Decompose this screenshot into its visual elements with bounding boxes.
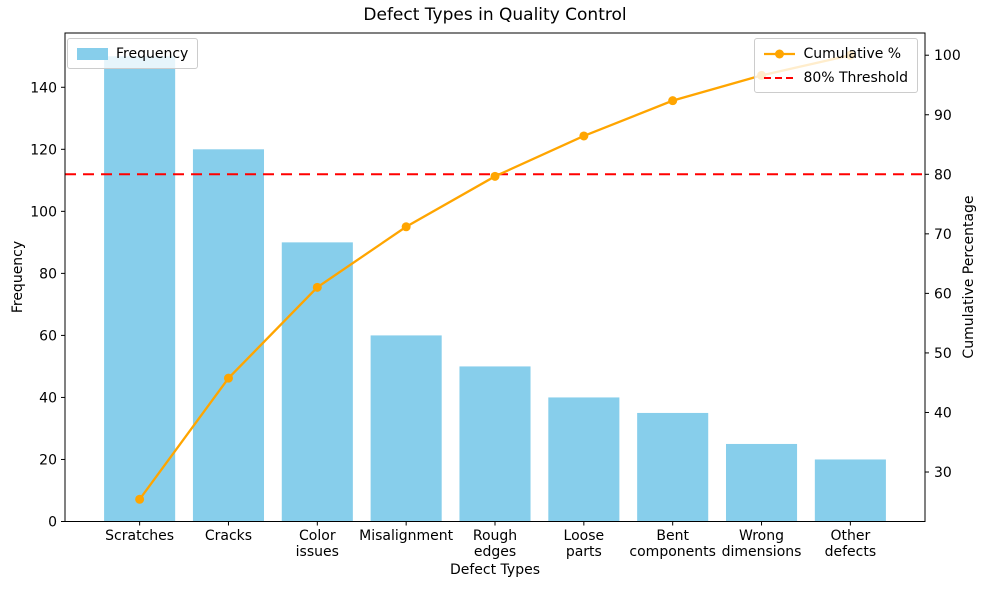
x-axis-tick-label-scratches: Scratches <box>105 528 174 544</box>
x-axis-tick-label-loose-parts: Loose parts <box>564 528 605 560</box>
left-axis-tick-label: 120 <box>30 142 57 158</box>
x-axis-tick-label-wrong-dimensions: Wrong dimensions <box>722 528 802 560</box>
bar-scratches <box>104 56 176 522</box>
x-axis-tick-label-bent-components: Bent components <box>629 528 716 560</box>
right-axis-tick-label: 100 <box>934 48 961 64</box>
left-axis-tick-label: 40 <box>39 390 57 406</box>
bar-rough-edges <box>459 366 531 522</box>
cumulative-point-loose-parts <box>579 131 589 141</box>
x-axis-label: Defect Types <box>449 562 541 578</box>
bar-loose-parts <box>548 397 620 522</box>
x-axis-tick-label-other-defects: Other defects <box>825 528 877 560</box>
chart-title: Defect Types in Quality Control <box>363 5 627 25</box>
bar-cracks <box>192 149 265 522</box>
left-axis-tick-label: 140 <box>30 80 57 96</box>
legend-label-frequency: Frequency <box>116 45 189 62</box>
bar-wrong-dimensions <box>725 443 798 522</box>
bar-other-defects <box>814 459 886 522</box>
cumulative-line-swatch-icon <box>764 49 796 58</box>
left-y-axis-label: Frequency <box>10 240 26 314</box>
x-axis-tick-label-cracks: Cracks <box>205 528 252 544</box>
x-axis-tick-label-misalignment: Misalignment <box>359 528 454 544</box>
legend-cumulative: Cumulative % 80% Threshold <box>754 38 918 93</box>
right-axis-tick-label: 40 <box>934 405 952 421</box>
right-axis-tick-label: 90 <box>934 108 952 124</box>
legend-item-frequency: Frequency <box>77 43 188 64</box>
legend-label-threshold: 80% Threshold <box>803 69 908 86</box>
legend-item-threshold: 80% Threshold <box>764 67 908 88</box>
right-y-axis-label: Cumulative Percentage <box>961 195 977 359</box>
legend-frequency: Frequency <box>67 38 199 69</box>
legend-item-cumulative-pct: Cumulative % <box>764 43 908 64</box>
right-axis-tick-label: 80 <box>934 167 952 183</box>
bar-bent-components <box>637 412 709 522</box>
x-axis-tick-label-rough-edges: Rough edges <box>473 528 517 560</box>
left-axis-tick-label: 20 <box>39 452 57 468</box>
x-axis-tick-label-color-issues: Color issues <box>296 528 339 560</box>
bar-misalignment <box>370 335 442 522</box>
cumulative-point-cracks <box>223 373 233 383</box>
left-axis-tick-label: 0 <box>48 515 57 531</box>
left-axis-tick-label: 60 <box>39 328 57 344</box>
left-axis-tick-label: 100 <box>30 204 57 220</box>
left-axis-tick-label: 80 <box>39 266 57 282</box>
threshold-line-swatch-icon <box>764 76 796 79</box>
legend-label-cumulative-pct: Cumulative % <box>803 45 902 62</box>
right-axis-tick-label: 70 <box>934 227 952 243</box>
cumulative-point-misalignment <box>401 222 411 232</box>
right-axis-tick-label: 30 <box>934 465 952 481</box>
cumulative-point-rough-edges <box>490 171 500 181</box>
cumulative-point-scratches <box>135 494 145 504</box>
frequency-swatch-icon <box>77 47 108 60</box>
right-axis-tick-label: 50 <box>934 346 952 362</box>
cumulative-point-bent-components <box>668 96 678 106</box>
cumulative-point-color-issues <box>312 282 322 292</box>
right-axis-tick-label: 60 <box>934 286 952 302</box>
